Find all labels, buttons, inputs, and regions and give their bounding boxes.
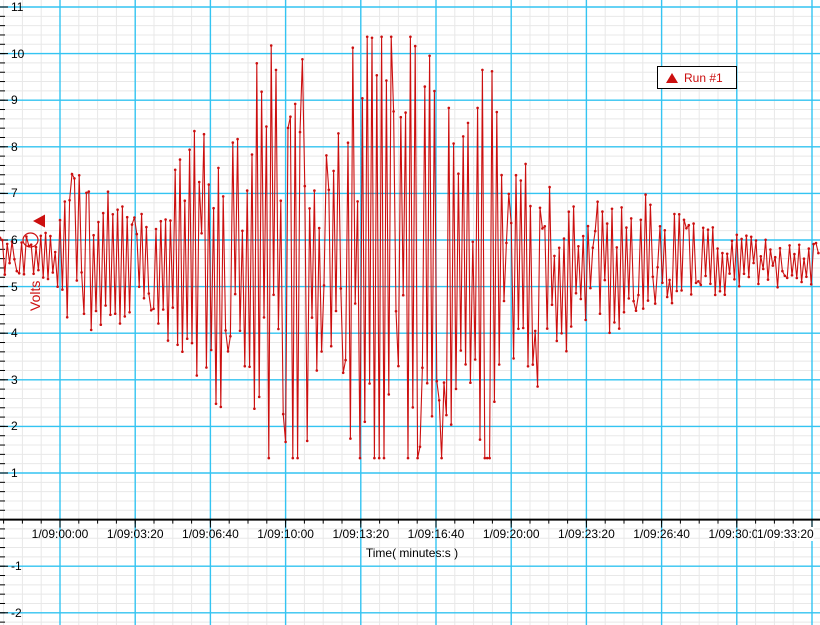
y-tick-label: 2 [11, 419, 18, 434]
x-tick-label: 1/09:30:00 [708, 527, 766, 541]
y-tick-label: 10 [11, 46, 25, 61]
y-tick-label: 6 [11, 233, 18, 247]
legend-triangle-icon [666, 72, 678, 83]
y-tick-label: 1 [11, 466, 18, 480]
y-axis-title: Volts [27, 281, 43, 311]
waveform-trace [0, 35, 820, 460]
x-tick-label: 1/09:06:40 [182, 527, 239, 541]
y-tick-label: 7 [11, 186, 18, 201]
x-tick-label: 1/09:10:00 [257, 527, 314, 541]
y-tick-label: 11 [11, 0, 24, 14]
x-tick-label: 1/09:26:40 [633, 527, 690, 541]
x-tick-label: 1/09:23:20 [558, 527, 615, 541]
x-tick-label: 1/09:33:20 [757, 527, 814, 541]
y-tick-label: -2 [11, 605, 22, 620]
x-tick-label: 1/09:00:00 [31, 527, 89, 541]
y-tick-label: 5 [11, 279, 18, 294]
x-tick-label: 1/09:20:00 [482, 527, 540, 541]
x-tick-label: 1/09:03:20 [106, 527, 164, 541]
x-tick-label: 1/09:13:20 [332, 527, 390, 541]
x-tick-label: 1/09:16:40 [407, 527, 465, 541]
x-axis-title: Time( minutes:s ) [365, 546, 459, 560]
y-tick-label: 4 [11, 326, 18, 341]
y-tick-label: 8 [11, 139, 18, 154]
legend[interactable]: Run #1 [657, 66, 737, 89]
legend-label: Run #1 [684, 70, 723, 85]
circled-point-annotation [22, 232, 39, 248]
x-axis-line-and-ticks [0, 6, 820, 623]
y-tick-label: 9 [11, 93, 18, 108]
y-tick-label: -1 [11, 559, 22, 574]
y-tick-label: 3 [11, 372, 18, 387]
cursor-arrow-icon[interactable] [33, 214, 45, 228]
